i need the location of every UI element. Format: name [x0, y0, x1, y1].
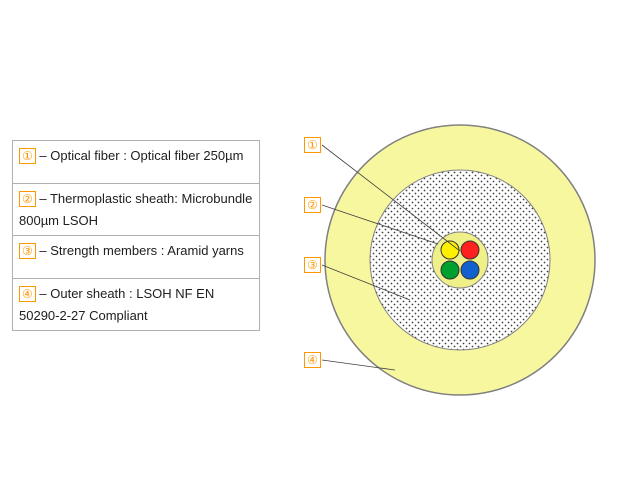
microbundle-sheath: [432, 232, 488, 288]
callout-4: ④: [304, 352, 321, 368]
callout-3: ③: [304, 257, 321, 273]
callout-2: ②: [304, 197, 321, 213]
optical-fiber-4: [461, 261, 479, 279]
callout-1: ①: [304, 137, 321, 153]
cable-cross-section-diagram: [0, 0, 640, 500]
optical-fiber-3: [441, 261, 459, 279]
optical-fiber-2: [461, 241, 479, 259]
